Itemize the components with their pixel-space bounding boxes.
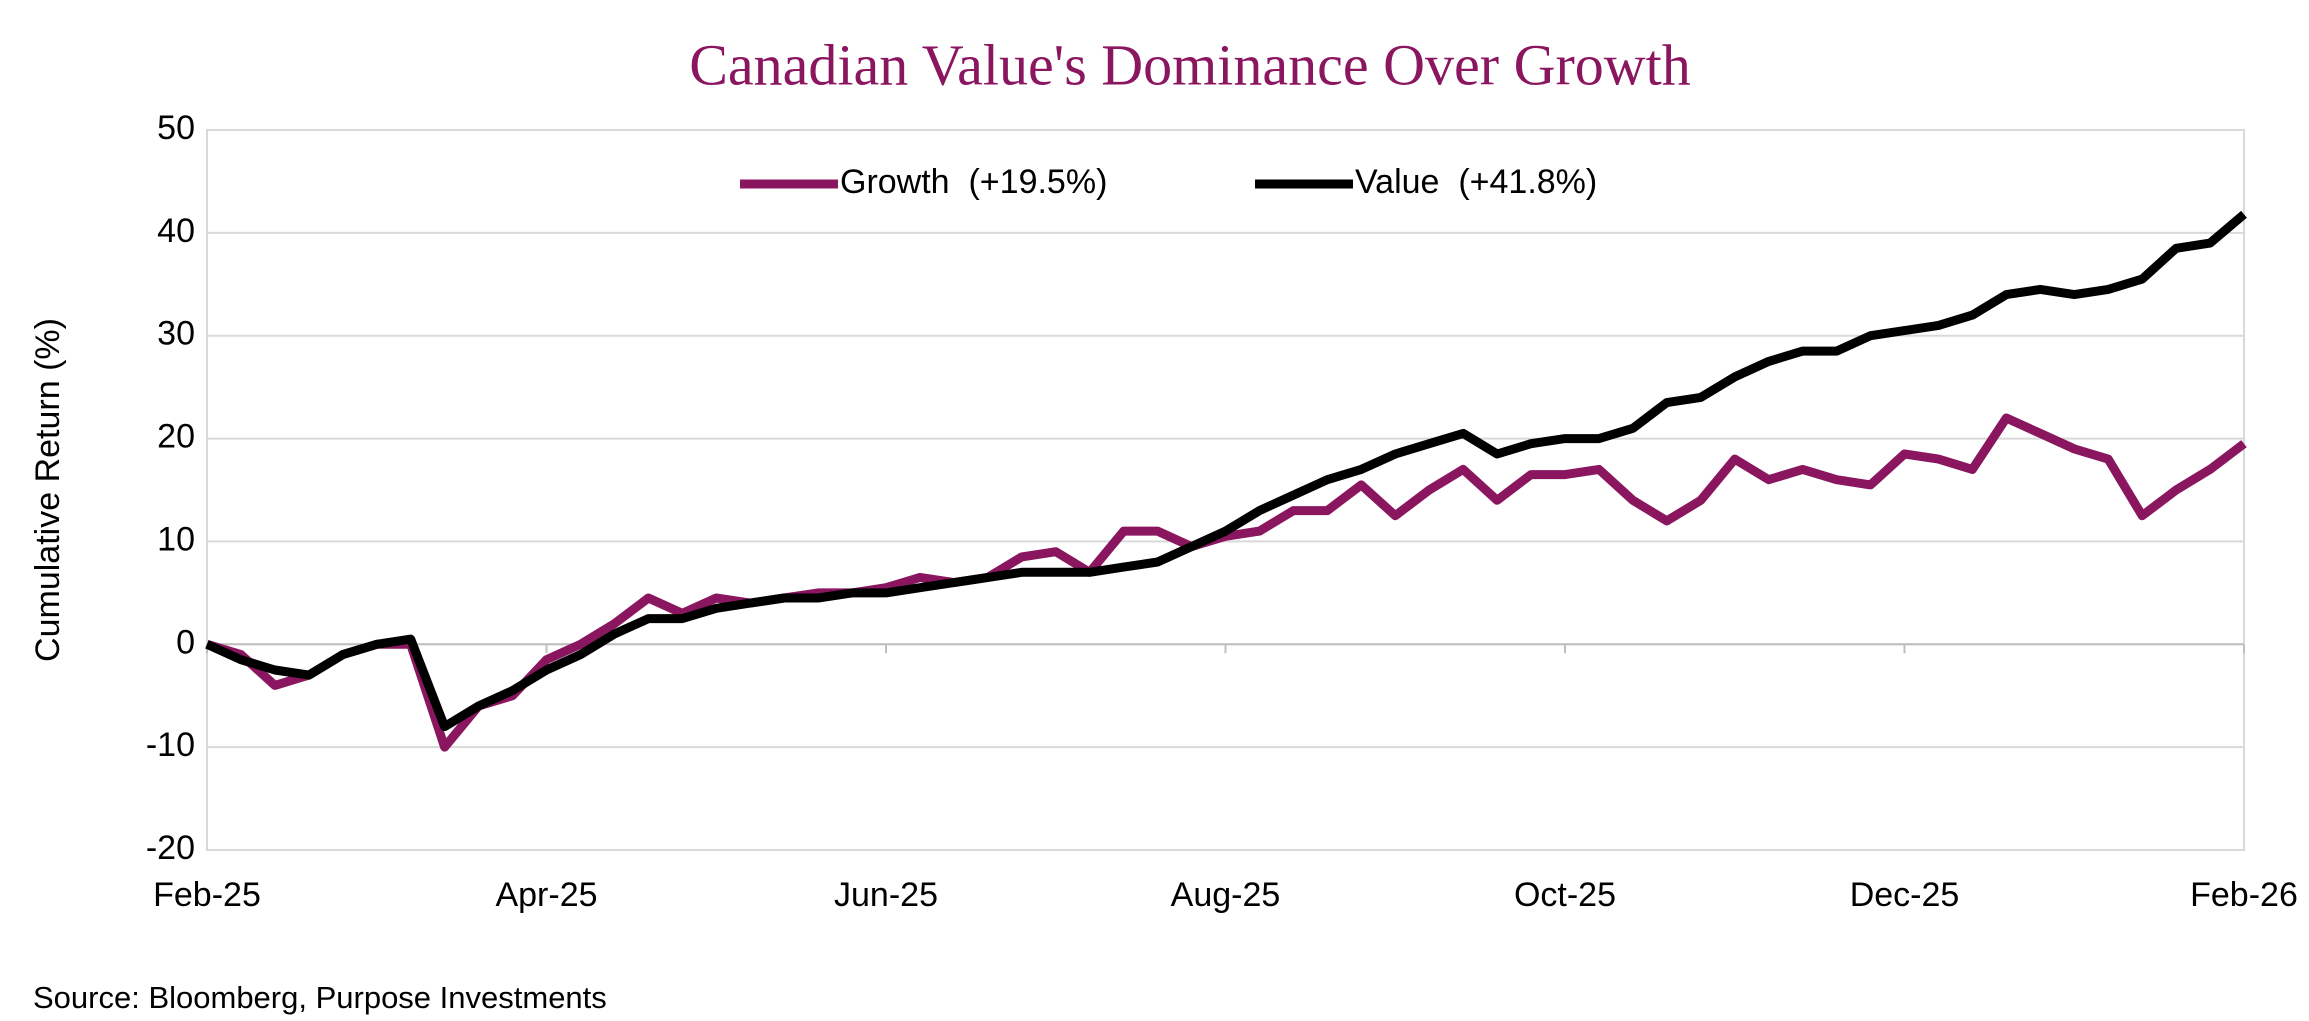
y-tick-label: 0 <box>176 623 195 661</box>
legend-label: Growth (+19.5%) <box>840 163 1107 201</box>
source-note: Source: Bloomberg, Purpose Investments <box>33 980 607 1015</box>
x-tick-label: Feb-26 <box>2190 876 2298 914</box>
chart-title: Canadian Value's Dominance Over Growth <box>689 32 1691 97</box>
legend-label: Value (+41.8%) <box>1355 163 1597 201</box>
x-tick-label: Oct-25 <box>1514 876 1616 914</box>
y-tick-label: 50 <box>157 109 195 147</box>
x-tick-label: Jun-25 <box>834 876 938 914</box>
y-tick-label: 30 <box>157 315 195 353</box>
y-axis-label: Cumulative Return (%) <box>29 318 67 662</box>
x-tick-label: Apr-25 <box>495 876 597 914</box>
x-tick-label: Aug-25 <box>1171 876 1281 914</box>
y-tick-label: -10 <box>146 726 195 764</box>
y-tick-label: 10 <box>157 520 195 558</box>
x-tick-label: Dec-25 <box>1850 876 1960 914</box>
line-series <box>205 413 2247 752</box>
y-tick-label: 40 <box>157 212 195 250</box>
y-tick-label: 20 <box>157 418 195 456</box>
y-tick-label: -20 <box>146 829 195 867</box>
plot-border <box>206 129 2245 851</box>
line-series <box>205 210 2247 732</box>
x-tick-label: Feb-25 <box>153 876 261 914</box>
